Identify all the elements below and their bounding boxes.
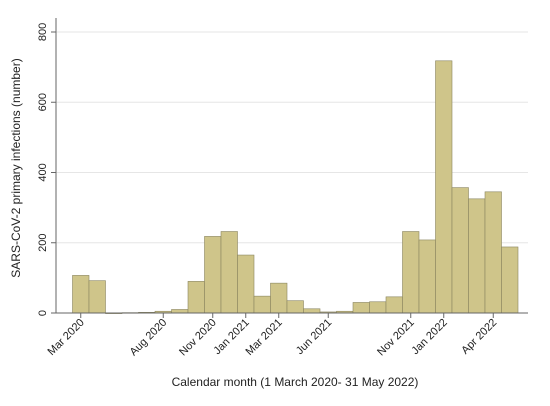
bar-nov-2021 [402,231,420,314]
bar-dec-2020 [220,231,238,314]
y-axis-title: SARS-CoV-2 primary infections (number) [9,58,23,277]
x-tick-label: Jan 2022 [409,317,449,357]
bar-dec-2021 [418,239,436,314]
bar-mar-2021 [270,282,288,314]
y-tick-label: 400 [37,163,49,181]
y-tick-label: 200 [37,234,49,252]
bar-sep-2021 [369,301,387,314]
bar-aug-2021 [352,302,370,314]
bar-jan-2021 [237,254,255,314]
bar-jan-2022 [435,60,453,314]
x-tick-label: Nov 2020 [177,317,219,359]
bar-nov-2020 [204,236,222,314]
bar-apr-2020 [88,280,106,314]
x-tick-label: Apr 2022 [459,317,499,357]
x-tick-label: Aug 2020 [128,317,170,359]
bar-apr-2021 [286,300,304,314]
bar-may-2021 [303,308,321,314]
x-axis-title: Calendar month (1 March 2020- 31 May 202… [172,375,419,389]
bars-layer [72,60,519,314]
x-tick-label: Jun 2021 [294,317,334,357]
bar-feb-2022 [451,187,469,314]
x-tick-label: Mar 2021 [244,317,285,358]
bar-may-2022 [501,246,519,314]
x-tick-label: Nov 2021 [375,317,417,359]
bar-oct-2020 [187,281,205,314]
y-tick-label: 800 [37,23,49,41]
bar-mar-2020 [72,275,90,314]
bar-oct-2021 [385,296,403,314]
bar-mar-2022 [468,198,486,314]
bar-sep-2020 [171,309,189,314]
bar-feb-2021 [253,295,271,314]
x-tick-label: Mar 2020 [46,317,87,358]
y-tick-label: 600 [37,93,49,111]
bar-apr-2022 [484,191,502,314]
y-tick-label: 0 [37,310,49,316]
